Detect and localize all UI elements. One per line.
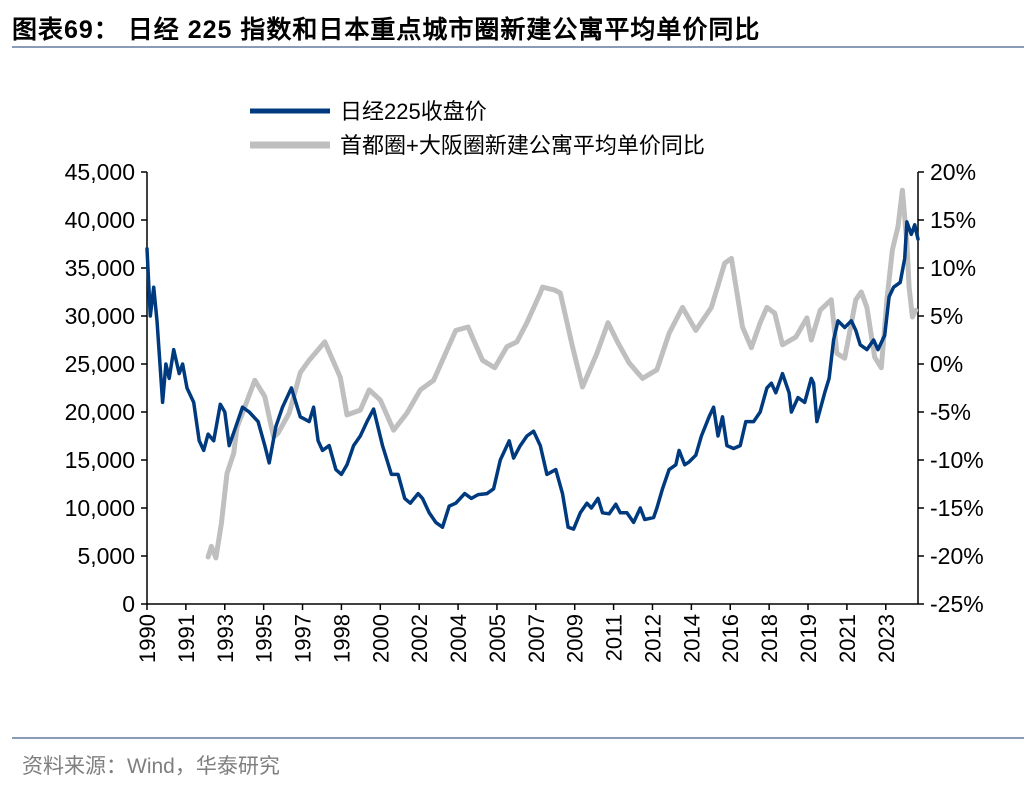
x-tick-label: 2012 (640, 614, 665, 663)
x-tick-label: 1998 (329, 614, 354, 663)
y-tick-label-right: 20% (930, 159, 976, 185)
y-tick-label-left: 25,000 (65, 351, 135, 377)
y-tick-label-left: 5,000 (77, 543, 135, 569)
y-tick-label-right: 15% (930, 207, 976, 233)
legend-label-condo-yoy: 首都圈+大阪圈新建公寓平均单价同比 (340, 133, 705, 158)
y-tick-label-right: 5% (930, 303, 963, 329)
legend: 日经225收盘价 首都圈+大阪圈新建公寓平均单价同比 (250, 99, 705, 158)
y-tick-label-left: 35,000 (65, 255, 135, 281)
x-tick-label: 2011 (602, 614, 627, 661)
y-tick-label-right: -15% (930, 495, 984, 521)
y-tick-label-right: -25% (930, 591, 984, 617)
y-tick-label-right: -5% (930, 399, 971, 425)
y-tick-label-left: 30,000 (65, 303, 135, 329)
source-note: 资料来源：Wind，华泰研究 (22, 755, 280, 778)
x-tick-label: 2002 (407, 614, 432, 663)
x-tick-label: 2018 (757, 614, 782, 663)
y-tick-label-left: 15,000 (65, 447, 135, 473)
x-tick-label: 2005 (485, 614, 510, 663)
series-line-condo-yoy (205, 187, 919, 561)
y-tick-label-left: 20,000 (65, 399, 135, 425)
x-tick-label: 2009 (563, 614, 588, 663)
x-tick-label: 2021 (835, 614, 860, 663)
y-tick-label-left: 40,000 (65, 207, 135, 233)
x-tick-label: 2014 (679, 614, 704, 663)
y-tick-label-right: -10% (930, 447, 984, 473)
x-tick-label: 2019 (796, 614, 821, 663)
y-tick-label-right: 0% (930, 351, 963, 377)
y-tick-label-left: 0 (122, 591, 135, 617)
legend-label-nikkei: 日经225收盘价 (340, 99, 487, 124)
x-tick-label: 1990 (135, 614, 160, 663)
y-tick-label-left: 45,000 (65, 159, 135, 185)
title-divider (12, 46, 1024, 48)
source-divider (12, 737, 1024, 739)
x-tick-label: 2000 (368, 614, 393, 663)
x-tick-label: 2007 (524, 614, 549, 663)
series-line-nikkei (145, 220, 920, 531)
series-lines (145, 187, 920, 561)
x-tick-label: 2023 (874, 614, 899, 663)
x-tick-label: 2016 (718, 614, 743, 663)
y-tick-label-right: 10% (930, 255, 976, 281)
axes: 0 5,000 10,000 15,000 20,000 25,000 30,000 35,0… (65, 159, 984, 663)
y-tick-label-right: -20% (930, 543, 984, 569)
x-tick-label: 1991 (174, 614, 199, 663)
y-tick-label-left: 10,000 (65, 495, 135, 521)
x-tick-label: 1995 (252, 614, 277, 663)
x-tick-label: 1997 (291, 614, 316, 663)
x-tick-label: 1993 (213, 614, 238, 663)
x-tick-label: 2004 (446, 614, 471, 663)
figure-title: 图表69： 日经 225 指数和日本重点城市圈新建公寓平均单价同比 (12, 16, 761, 44)
